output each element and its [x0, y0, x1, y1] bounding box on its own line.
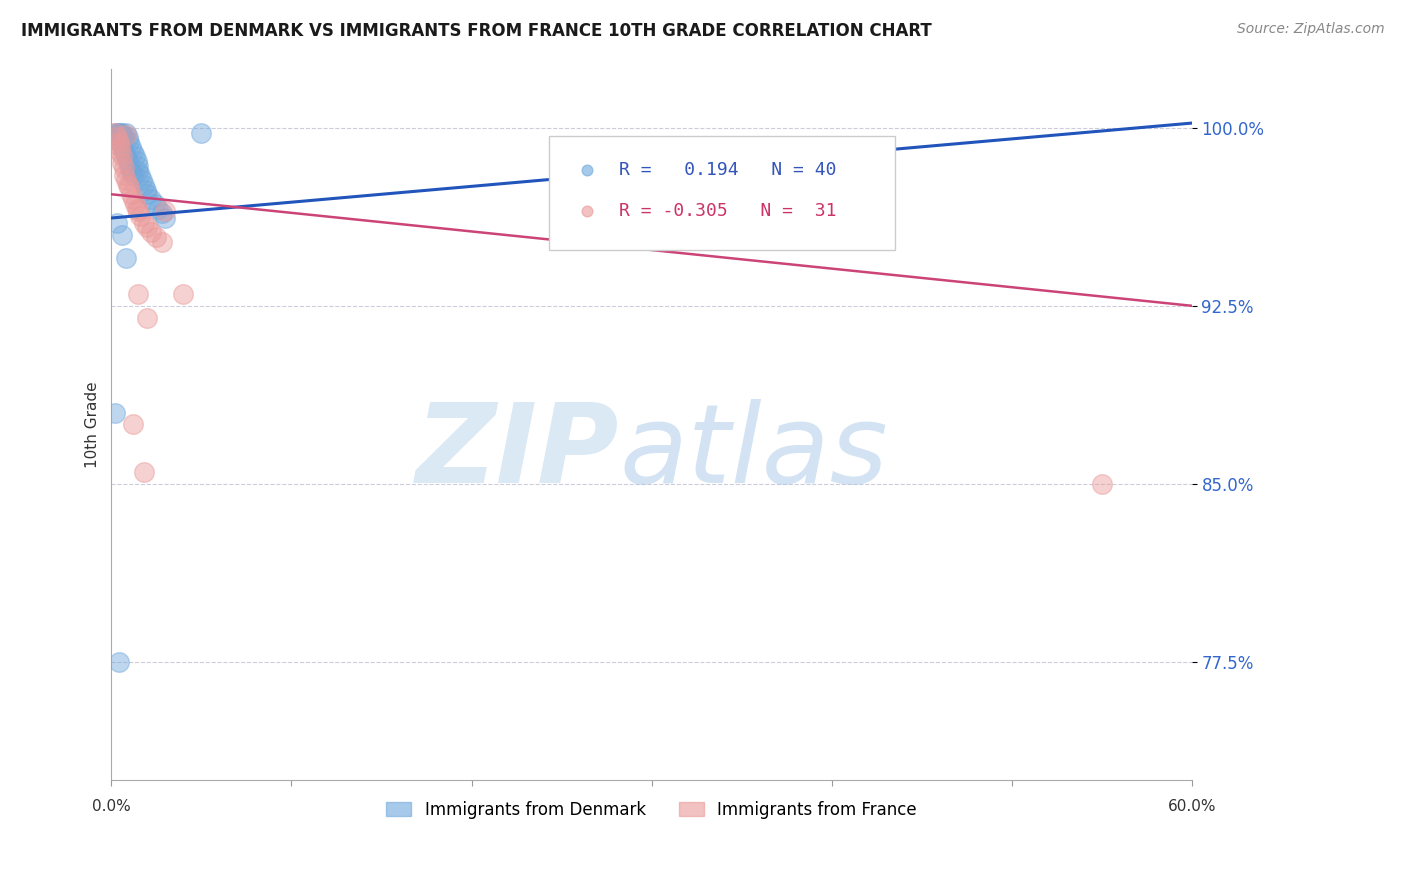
- Point: [136, 310, 159, 325]
- Point: [132, 216, 155, 230]
- Point: [110, 126, 132, 140]
- Point: [155, 203, 177, 218]
- Point: [124, 196, 146, 211]
- Legend: Immigrants from Denmark, Immigrants from France: Immigrants from Denmark, Immigrants from…: [380, 794, 924, 825]
- Point: [136, 220, 159, 235]
- Point: [132, 465, 155, 479]
- Point: [111, 149, 134, 163]
- Point: [136, 187, 159, 202]
- Point: [132, 178, 155, 192]
- Point: [104, 126, 127, 140]
- Point: [127, 159, 149, 173]
- Point: [129, 169, 152, 183]
- Point: [114, 149, 136, 163]
- Point: [893, 460, 915, 475]
- Point: [127, 287, 149, 301]
- Point: [110, 135, 132, 149]
- Point: [893, 595, 915, 609]
- Text: IMMIGRANTS FROM DENMARK VS IMMIGRANTS FROM FRANCE 10TH GRADE CORRELATION CHART: IMMIGRANTS FROM DENMARK VS IMMIGRANTS FR…: [21, 22, 932, 40]
- Point: [118, 135, 141, 149]
- Point: [111, 126, 134, 140]
- Point: [127, 163, 149, 178]
- Point: [114, 173, 136, 187]
- Point: [143, 196, 166, 211]
- Point: [139, 225, 162, 239]
- Y-axis label: 10th Grade: 10th Grade: [86, 381, 100, 467]
- Point: [118, 159, 141, 173]
- Point: [111, 227, 134, 242]
- Point: [172, 287, 194, 301]
- Point: [122, 192, 145, 206]
- Point: [112, 161, 135, 176]
- Text: atlas: atlas: [619, 400, 887, 507]
- Point: [105, 126, 128, 140]
- Point: [127, 203, 149, 218]
- Point: [148, 202, 170, 216]
- Text: Source: ZipAtlas.com: Source: ZipAtlas.com: [1237, 22, 1385, 37]
- Point: [117, 178, 139, 192]
- Point: [150, 235, 173, 249]
- Point: [129, 209, 152, 223]
- Point: [104, 126, 127, 140]
- Point: [112, 145, 135, 159]
- Point: [135, 182, 157, 196]
- Point: [107, 135, 129, 149]
- Point: [120, 163, 142, 178]
- Point: [110, 145, 132, 159]
- Point: [111, 156, 134, 170]
- Point: [105, 130, 128, 145]
- Point: [122, 169, 145, 183]
- Point: [112, 130, 135, 145]
- Point: [111, 140, 134, 154]
- Text: R = -0.305   N =  31: R = -0.305 N = 31: [619, 202, 837, 219]
- Point: [105, 216, 128, 230]
- Point: [139, 192, 162, 206]
- Point: [124, 149, 146, 163]
- Point: [155, 211, 177, 225]
- Point: [107, 655, 129, 669]
- Point: [117, 130, 139, 145]
- Text: 60.0%: 60.0%: [1167, 799, 1216, 814]
- Point: [190, 126, 212, 140]
- Point: [1091, 476, 1114, 491]
- Point: [145, 230, 167, 244]
- Point: [122, 145, 145, 159]
- Point: [118, 180, 141, 194]
- Point: [104, 405, 127, 419]
- Point: [114, 128, 136, 142]
- FancyBboxPatch shape: [548, 136, 894, 250]
- Point: [114, 126, 136, 140]
- Point: [120, 187, 142, 202]
- Point: [112, 169, 135, 183]
- Point: [107, 130, 129, 145]
- Point: [122, 417, 145, 432]
- Text: ZIP: ZIP: [416, 400, 619, 507]
- Point: [131, 173, 153, 187]
- Point: [114, 252, 136, 266]
- Point: [125, 154, 148, 169]
- Point: [107, 126, 129, 140]
- Text: 0.0%: 0.0%: [91, 799, 131, 814]
- Point: [110, 140, 132, 154]
- Point: [120, 140, 142, 154]
- Point: [150, 206, 173, 220]
- Text: R =   0.194   N = 40: R = 0.194 N = 40: [619, 161, 837, 179]
- Point: [117, 154, 139, 169]
- Point: [125, 202, 148, 216]
